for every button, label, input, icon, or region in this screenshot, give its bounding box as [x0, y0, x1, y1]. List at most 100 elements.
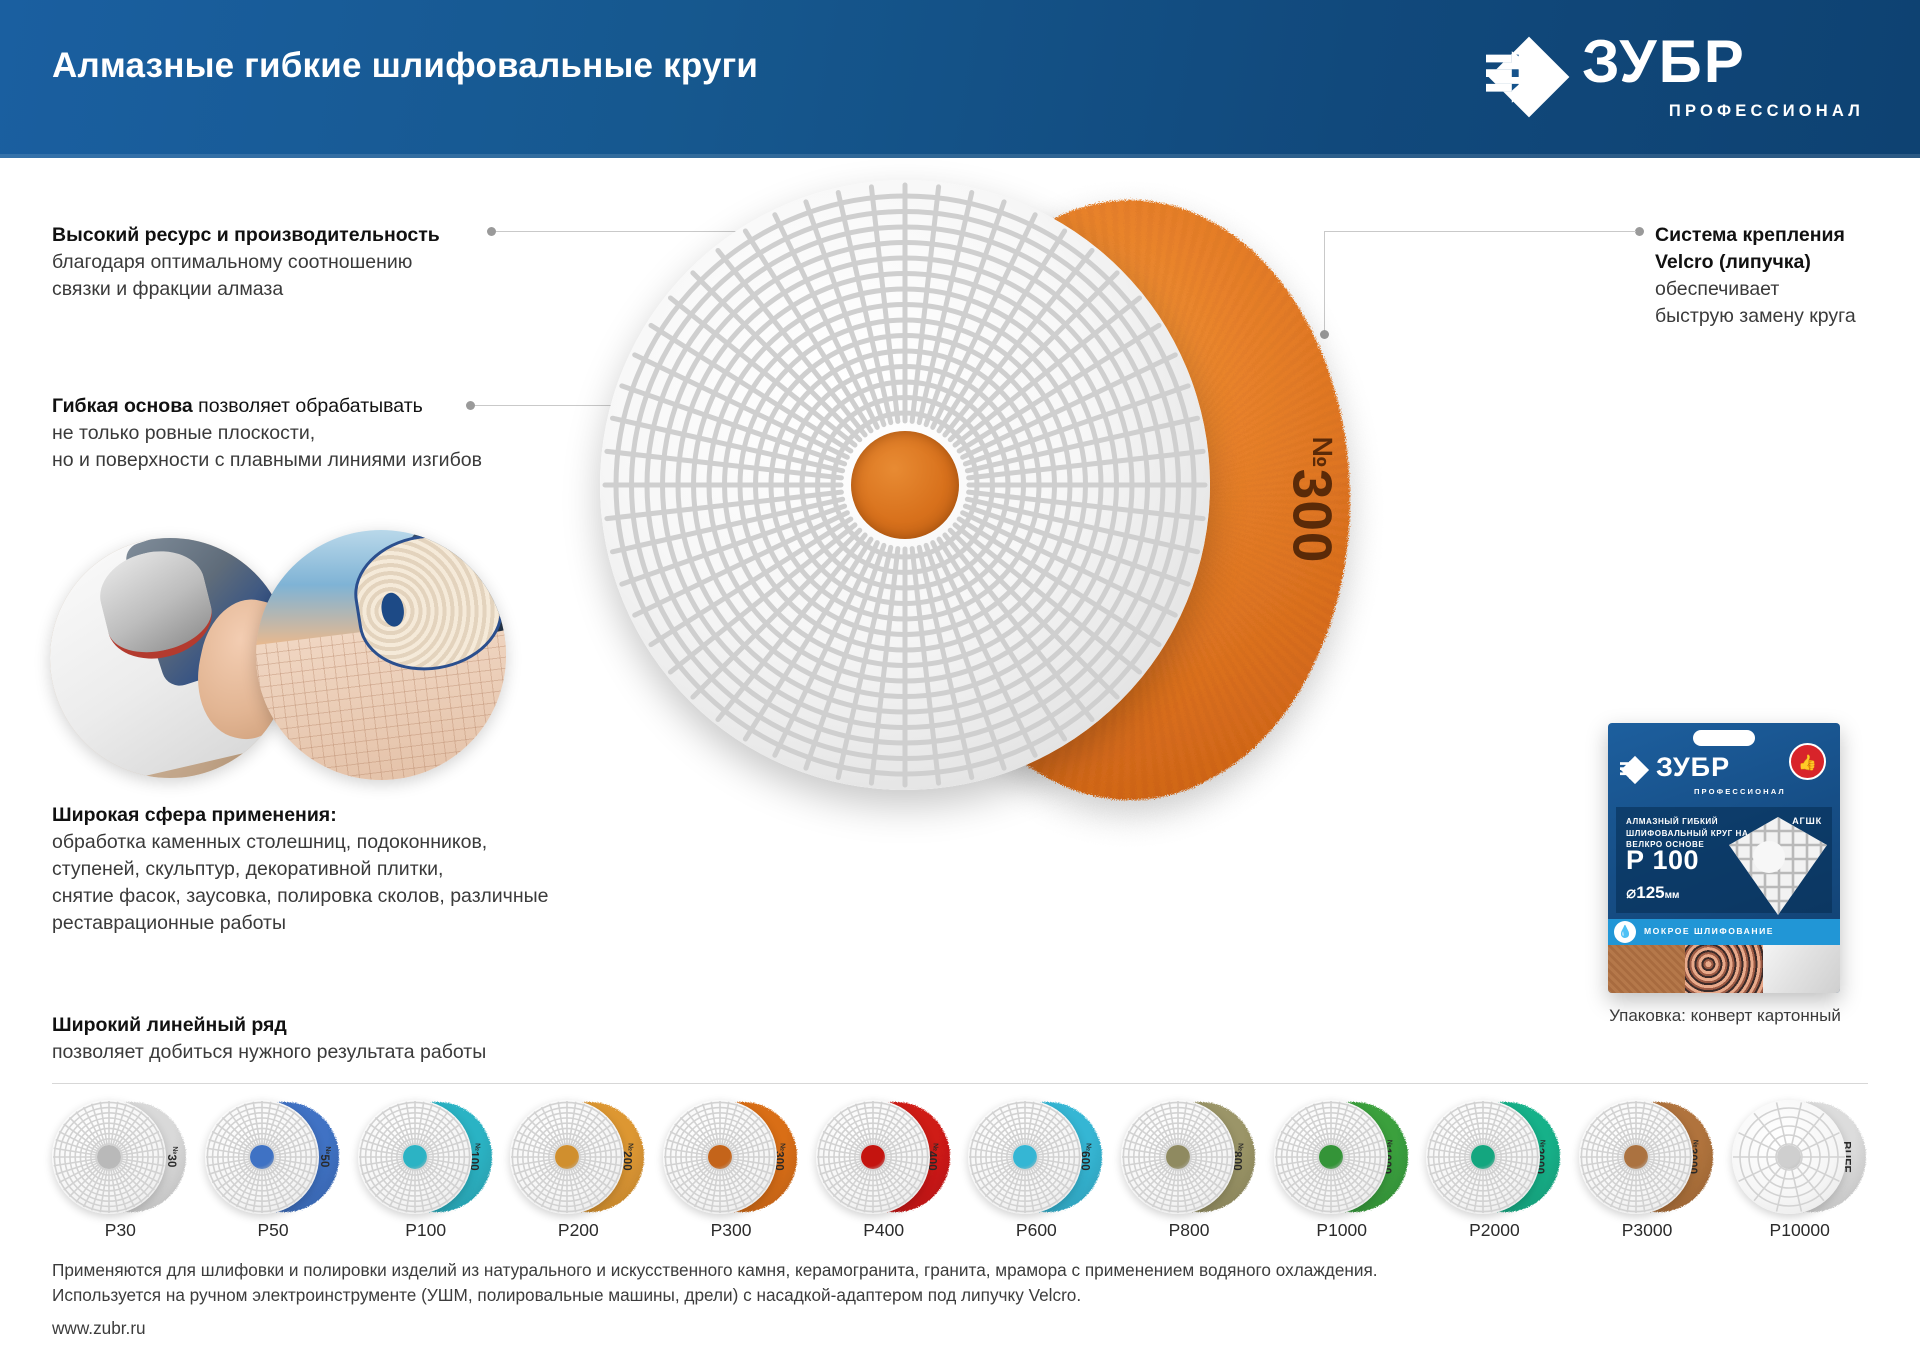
lineup-center-hole: [1776, 1145, 1801, 1169]
footer-line-2: Используется на ручном электроинструмент…: [52, 1285, 1082, 1305]
lineup-item-label: P600: [1015, 1220, 1057, 1240]
application-scope-block: Широкая сфера применения: обработка каме…: [52, 802, 548, 937]
hero-grit-number: №300: [1281, 437, 1345, 564]
lineup-subtitle: позволяет добиться нужного результата ра…: [52, 1041, 487, 1063]
lineup-grit-value: 50: [317, 1154, 330, 1168]
lineup-center-hole: [250, 1145, 274, 1169]
callout-resource-line1: благодаря оптимальному соотношению: [52, 251, 413, 273]
lineup-pad-pattern: [358, 1101, 471, 1213]
lineup-white-pad: [52, 1100, 167, 1214]
lineup-item-p400[interactable]: №400 P400: [807, 1098, 960, 1248]
lineup-grit-tag: №30: [165, 1146, 178, 1167]
package-description: АЛМАЗНЫЙ ГИБКИЙ ШЛИФОВАЛЬНЫЙ КРУГ НА ВЕЛ…: [1626, 817, 1749, 849]
lineup-item-p800[interactable]: №800 P800: [1113, 1098, 1266, 1248]
callout-velcro-line1: обеспечивает: [1655, 278, 1780, 300]
hero-center-hole: [851, 431, 959, 539]
lineup-disc-pair: №800: [1121, 1098, 1257, 1216]
product-package-image: ЗУБР ПРОФЕССИОНАЛ 👍 АЛМАЗНЫЙ ГИБКИЙ ШЛИФ…: [1608, 723, 1840, 993]
lineup-grit-prefix: №: [473, 1143, 481, 1152]
lineup-white-pad: [968, 1100, 1083, 1214]
callout-flex-title-rest: позволяет обрабатывать: [192, 395, 423, 417]
zubr-diamond-arrow-icon: [1486, 36, 1570, 118]
lineup-pad-pattern: [53, 1101, 166, 1213]
application-line2: ступеней, скульптур, декоративной плитки…: [52, 858, 444, 880]
lineup-item-p300[interactable]: №300 P300: [655, 1098, 808, 1248]
footer-website[interactable]: www.zubr.ru: [52, 1318, 146, 1338]
page-title: Алмазные гибкие шлифовальные круги: [52, 46, 759, 85]
lineup-center-hole: [97, 1145, 122, 1169]
lineup-item-p200[interactable]: №200 P200: [502, 1098, 655, 1248]
callout-velcro-title2-rest: (липучка): [1713, 251, 1811, 273]
hero-grit-value: 300: [1281, 468, 1344, 564]
brand-logo: ЗУБР ПРОФЕССИОНАЛ: [1486, 30, 1866, 130]
lineup-item-p600[interactable]: №600 P600: [960, 1098, 1113, 1248]
lineup-white-pad: [1273, 1100, 1388, 1214]
lineup-item-p50[interactable]: №50 P50: [197, 1098, 350, 1248]
lineup-item-p100[interactable]: №100 P100: [349, 1098, 502, 1248]
leader-dot: [466, 401, 475, 410]
lineup-white-pad: [357, 1100, 472, 1214]
lineup-disc-pair: №50: [205, 1098, 341, 1216]
lineup-pad-pattern: [206, 1101, 318, 1213]
diamond-pad-gem-illustration: [1729, 817, 1827, 915]
lineup-item-p10000[interactable]: BUFF P10000: [1723, 1098, 1876, 1248]
water-drop-icon: [1614, 921, 1636, 943]
hero-product-image: №300: [600, 180, 1420, 820]
page-header: Алмазные гибкие шлифовальные круги ЗУБР: [0, 0, 1920, 158]
leader-dot: [1635, 227, 1644, 236]
lineup-disc-pair: №600: [968, 1098, 1104, 1216]
lineup-disc-pair: №200: [510, 1098, 646, 1216]
lineup-item-label: P50: [257, 1220, 289, 1240]
lineup-item-p3000[interactable]: №3000 P3000: [1571, 1098, 1724, 1248]
lineup-pad-pattern: [969, 1101, 1082, 1213]
lineup-pad-pattern: [1732, 1102, 1845, 1212]
lineup-pad-pattern: [1122, 1101, 1235, 1213]
lineup-pad-pattern: [664, 1101, 777, 1213]
hero-grit-prefix: №: [1306, 436, 1338, 469]
lineup-item-label: P100: [405, 1220, 447, 1240]
lineup-item-p2000[interactable]: №2000 P2000: [1418, 1098, 1571, 1248]
diameter-unit: мм: [1664, 890, 1680, 901]
lineup-center-hole: [860, 1145, 885, 1169]
package-product-code: АГШК: [1792, 816, 1822, 826]
application-line4: реставрационные работы: [52, 912, 286, 934]
leader-segment: [496, 231, 928, 232]
material-photo-sandstone: [1608, 945, 1686, 993]
callout-velcro: Система крепления Velcro (липучка) обесп…: [1655, 222, 1856, 330]
lineup-pad-pattern: [816, 1101, 929, 1213]
callout-velcro-title2: Velcro: [1655, 251, 1714, 273]
lineup-pad-pattern: [511, 1101, 624, 1213]
lineup-white-pad: [1121, 1100, 1236, 1214]
leader-segment: [1324, 231, 1325, 334]
lineup-disc-pair: №100: [357, 1098, 494, 1216]
lineup-item-label: P3000: [1621, 1220, 1673, 1240]
lineup-item-p30[interactable]: №30 P30: [44, 1098, 197, 1248]
leader-dot: [487, 227, 496, 236]
package-hang-hole: [1693, 730, 1755, 746]
leader-line-velcro: [1320, 222, 1644, 342]
white-diamond-pad-front: [600, 180, 1210, 790]
lineup-item-p1000[interactable]: №1000 P1000: [1265, 1098, 1418, 1248]
lineup-item-label: P300: [710, 1220, 752, 1240]
footer-line-1: Применяются для шлифовки и полировки изд…: [52, 1260, 1378, 1280]
package-caption: Упаковка: конверт картонный: [1609, 1006, 1841, 1025]
lineup-white-pad: [1426, 1100, 1541, 1214]
lineup-disc-pair: №300: [663, 1098, 799, 1216]
callout-flexible-base: Гибкая основа позволяет обрабатывать не …: [52, 393, 482, 474]
lineup-disc-pair: №3000: [1579, 1098, 1715, 1216]
lineup-item-label: P200: [557, 1220, 599, 1240]
lineup-disc-pair: №30: [52, 1098, 188, 1216]
lineup-white-pad: [1579, 1100, 1694, 1214]
lineup-title: Широкий линейный ряд: [52, 1014, 287, 1036]
lineup-divider: [52, 1083, 1868, 1084]
leader-dot: [1320, 330, 1329, 339]
made-in-russia-thumb-seal-icon: 👍: [1789, 743, 1826, 780]
lineup-pad-pattern: [1580, 1101, 1693, 1213]
lineup-center-hole: [1013, 1145, 1038, 1169]
lineup-item-label: P30: [104, 1220, 136, 1240]
application-line3: снятие фасок, заусовка, полировка сколов…: [52, 885, 549, 907]
leader-segment: [475, 405, 707, 406]
lineup-item-label: P400: [863, 1220, 905, 1240]
callout-velcro-line2: быструю замену круга: [1655, 305, 1856, 327]
